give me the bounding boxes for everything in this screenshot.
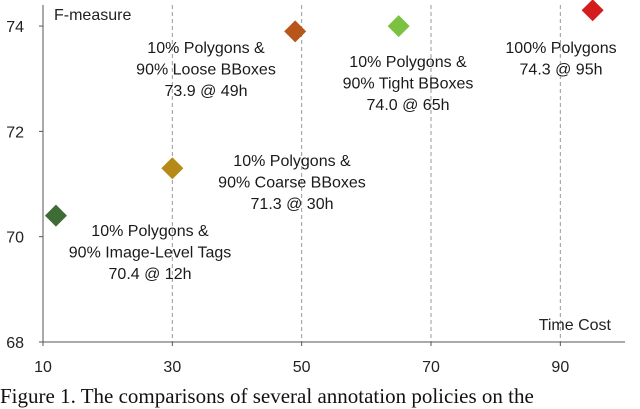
tick-labels: 10 30 50 70 90 68 70 72 74 <box>6 19 569 376</box>
point-label: 73.9 @ 49h <box>165 83 248 100</box>
x-tick-label: 50 <box>293 359 311 376</box>
figure-caption: Figure 1. The comparisons of several ann… <box>0 384 534 408</box>
y-tick-label: 68 <box>6 335 24 352</box>
point-label: 90% Coarse BBoxes <box>218 175 366 192</box>
point-label: 70.4 @ 12h <box>109 266 192 283</box>
y-tick-label: 74 <box>6 19 24 36</box>
data-point-diamond <box>161 157 184 180</box>
y-tick-label: 70 <box>6 230 24 247</box>
point-label: 74.3 @ 95h <box>520 62 603 79</box>
point-label: 90% Tight BBoxes <box>343 76 474 93</box>
data-point-diamond <box>581 0 604 22</box>
data-point-diamond <box>44 204 67 227</box>
x-axis-title: Time Cost <box>539 317 612 334</box>
point-label: 10% Polygons & <box>91 223 209 240</box>
data-point-diamond <box>387 15 410 38</box>
point-label: 10% Polygons & <box>349 54 467 71</box>
x-tick-label: 70 <box>422 359 440 376</box>
y-axis-title: F-measure <box>54 7 131 24</box>
point-label: 90% Image-Level Tags <box>69 245 231 262</box>
point-label: 100% Polygons <box>505 40 616 57</box>
data-point-diamond <box>284 20 307 43</box>
point-label: 10% Polygons & <box>147 40 265 57</box>
y-tick-label: 72 <box>6 124 24 141</box>
x-tick-label: 10 <box>34 359 52 376</box>
data-points <box>44 0 604 227</box>
point-annotations: 10% Polygons & 90% Image-Level Tags 70.4 @… <box>69 40 617 283</box>
point-label: 90% Loose BBoxes <box>136 62 276 79</box>
point-label: 71.3 @ 30h <box>251 196 334 213</box>
x-tick-label: 30 <box>163 359 181 376</box>
axes <box>42 5 625 343</box>
x-tick-label: 90 <box>551 359 569 376</box>
point-label: 10% Polygons & <box>233 153 351 170</box>
point-label: 74.0 @ 65h <box>367 97 450 114</box>
